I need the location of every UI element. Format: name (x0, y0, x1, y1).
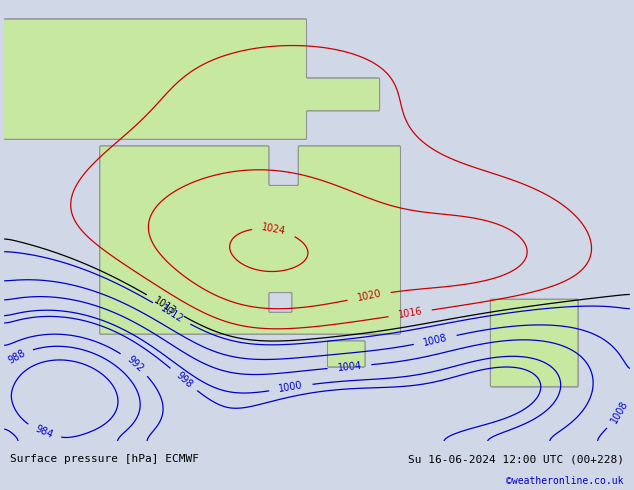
Text: ©weatheronline.co.uk: ©weatheronline.co.uk (506, 476, 624, 486)
Text: 1024: 1024 (261, 222, 287, 237)
Text: 1008: 1008 (609, 398, 630, 424)
Text: Surface pressure [hPa] ECMWF: Surface pressure [hPa] ECMWF (10, 454, 200, 464)
Text: 1016: 1016 (398, 306, 423, 320)
Text: 1004: 1004 (337, 361, 362, 373)
Text: 1020: 1020 (356, 289, 382, 303)
Text: 1000: 1000 (278, 381, 304, 394)
Text: 1013: 1013 (152, 295, 178, 317)
Text: 1008: 1008 (422, 332, 448, 348)
Text: Su 16-06-2024 12:00 UTC (00+228): Su 16-06-2024 12:00 UTC (00+228) (408, 454, 624, 464)
Text: 992: 992 (124, 354, 145, 374)
Text: 998: 998 (174, 369, 194, 390)
Text: 1012: 1012 (158, 303, 184, 324)
Text: 988: 988 (6, 348, 27, 366)
Text: 984: 984 (34, 424, 55, 441)
